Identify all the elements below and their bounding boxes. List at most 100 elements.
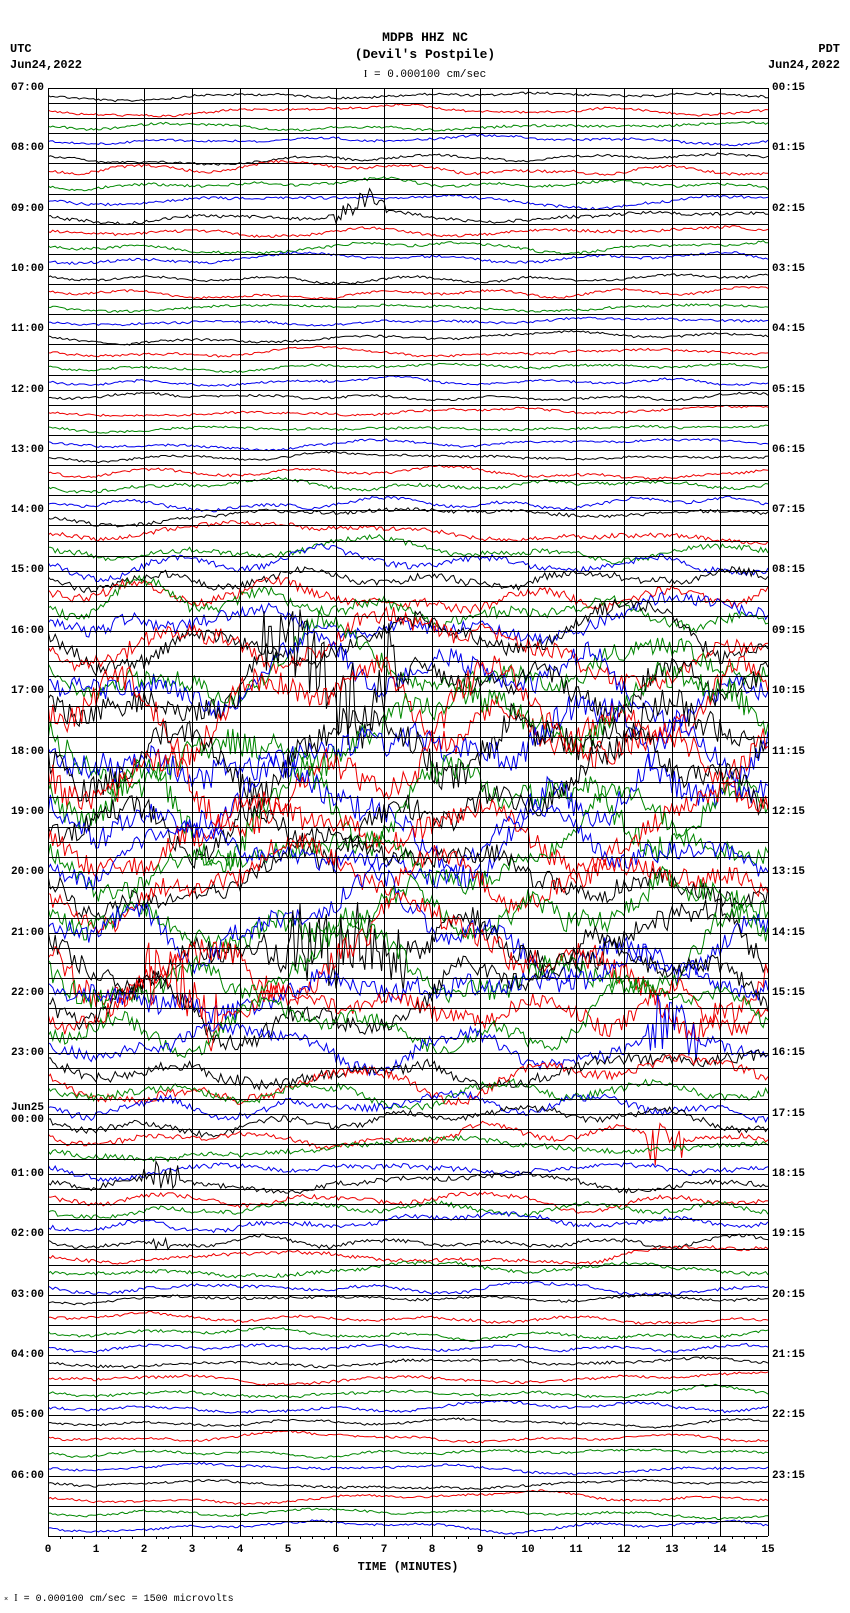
seismic-trace <box>48 287 768 299</box>
seismic-trace <box>48 226 768 238</box>
seismic-trace <box>48 1418 768 1428</box>
grid-horizontal <box>48 1249 768 1250</box>
scale-text: = 0.000100 cm/sec <box>374 69 486 81</box>
grid-horizontal <box>48 1415 768 1416</box>
tz-left-label: UTC <box>10 42 32 56</box>
seismic-trace <box>48 1055 768 1105</box>
seismic-trace <box>48 1282 768 1296</box>
seismic-trace <box>48 535 768 564</box>
grid-horizontal <box>48 571 768 572</box>
grid-horizontal <box>48 1476 768 1477</box>
grid-horizontal <box>48 1400 768 1401</box>
seismic-trace <box>48 331 768 346</box>
seismic-trace <box>48 1234 768 1249</box>
right-time-label: 16:15 <box>772 1047 805 1059</box>
x-tick-label: 10 <box>521 1544 534 1556</box>
grid-horizontal <box>48 1038 768 1039</box>
left-time-label: 07:00 <box>11 82 44 94</box>
seismic-trace <box>48 194 768 209</box>
grid-horizontal <box>48 737 768 738</box>
seismic-trace <box>48 1311 768 1324</box>
right-time-label: 13:15 <box>772 866 805 878</box>
grid-horizontal <box>48 329 768 330</box>
left-time-label: 05:00 <box>11 1409 44 1421</box>
grid-horizontal <box>48 133 768 134</box>
right-time-label: 04:15 <box>772 323 805 335</box>
grid-horizontal <box>48 194 768 195</box>
grid-horizontal <box>48 1506 768 1507</box>
grid-horizontal <box>48 1114 768 1115</box>
grid-horizontal <box>48 390 768 391</box>
seismic-trace <box>48 122 768 131</box>
grid-horizontal <box>48 782 768 783</box>
seismic-trace <box>48 135 768 146</box>
right-time-label: 06:15 <box>772 444 805 456</box>
grid-horizontal <box>48 239 768 240</box>
grid-horizontal <box>48 1084 768 1085</box>
grid-horizontal <box>48 631 768 632</box>
right-time-label: 14:15 <box>772 927 805 939</box>
grid-horizontal <box>48 525 768 526</box>
grid-horizontal <box>48 284 768 285</box>
seismic-trace <box>48 1106 768 1137</box>
left-time-label: 12:00 <box>11 384 44 396</box>
grid-horizontal <box>48 752 768 753</box>
x-tick-label: 3 <box>189 1544 196 1556</box>
grid-horizontal <box>48 1385 768 1386</box>
tz-left-date: Jun24,2022 <box>10 58 82 72</box>
x-tick-label: 8 <box>429 1544 436 1556</box>
right-time-label: 05:15 <box>772 384 805 396</box>
seismic-trace <box>48 1400 768 1413</box>
seismic-trace <box>48 1430 768 1442</box>
x-tick-label: 5 <box>285 1544 292 1556</box>
plot-area: TIME (MINUTES) 012345678910111213141507:… <box>48 88 768 1536</box>
x-tick-label: 15 <box>761 1544 774 1556</box>
grid-horizontal <box>48 1310 768 1311</box>
grid-horizontal <box>48 1295 768 1296</box>
grid-horizontal <box>48 88 768 89</box>
left-time-label: 16:00 <box>11 625 44 637</box>
seismic-trace <box>48 104 768 117</box>
seismic-trace <box>48 241 768 255</box>
grid-horizontal <box>48 646 768 647</box>
grid-horizontal <box>48 706 768 707</box>
right-time-label: 21:15 <box>772 1349 805 1361</box>
chart-header: MDPB HHZ NC (Devil's Postpile) <box>0 0 850 64</box>
left-time-label: 15:00 <box>11 564 44 576</box>
right-time-label: 09:15 <box>772 625 805 637</box>
right-time-label: 22:15 <box>772 1409 805 1421</box>
seismic-trace <box>48 425 768 433</box>
seismic-trace <box>48 805 768 889</box>
left-time-label: 20:00 <box>11 866 44 878</box>
right-time-label: 10:15 <box>772 685 805 697</box>
grid-horizontal <box>48 1008 768 1009</box>
left-time-label: 09:00 <box>11 203 44 215</box>
seismic-trace <box>48 995 768 1075</box>
grid-horizontal <box>48 601 768 602</box>
right-time-label: 15:15 <box>772 987 805 999</box>
timezone-right: PDT Jun24,2022 <box>768 42 840 73</box>
grid-horizontal <box>48 993 768 994</box>
grid-horizontal <box>48 118 768 119</box>
left-time-label: 03:00 <box>11 1289 44 1301</box>
seismic-trace <box>48 1091 768 1122</box>
grid-horizontal <box>48 465 768 466</box>
x-tick-label: 6 <box>333 1544 340 1556</box>
seismic-trace <box>48 719 768 872</box>
left-time-label: 23:00 <box>11 1047 44 1059</box>
grid-horizontal <box>48 405 768 406</box>
grid-horizontal <box>48 812 768 813</box>
seismic-trace <box>48 1343 768 1352</box>
seismic-trace <box>48 1372 768 1386</box>
seismic-trace <box>48 92 768 102</box>
x-tick-label: 13 <box>665 1544 678 1556</box>
grid-horizontal <box>48 722 768 723</box>
grid-horizontal <box>48 1265 768 1266</box>
x-tick-label: 12 <box>617 1544 630 1556</box>
grid-horizontal <box>48 1340 768 1341</box>
x-tick-label: 1 <box>93 1544 100 1556</box>
grid-horizontal <box>48 1219 768 1220</box>
grid-horizontal <box>48 103 768 104</box>
grid-vertical <box>768 88 769 1536</box>
left-time-label: 18:00 <box>11 746 44 758</box>
